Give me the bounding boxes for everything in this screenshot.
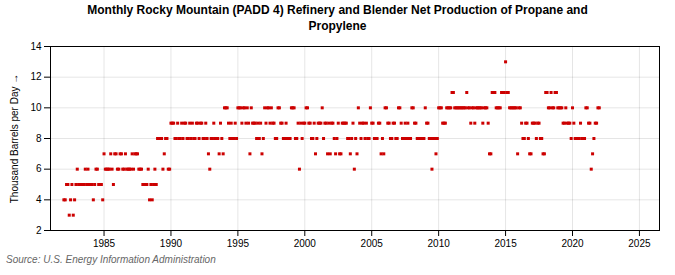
svg-text:8: 8 xyxy=(36,133,42,144)
svg-text:1985: 1985 xyxy=(93,238,116,249)
html-text:Source: U.S. Energy Informatio: Source: U.S. Energy Information Administ… xyxy=(6,254,216,266)
svg-text:2020: 2020 xyxy=(561,238,584,249)
svg-text:4: 4 xyxy=(36,194,42,205)
svg-text:2025: 2025 xyxy=(628,238,651,249)
svg-text:2000: 2000 xyxy=(294,238,317,249)
svg-text:2005: 2005 xyxy=(361,238,384,249)
svg-text:1990: 1990 xyxy=(160,238,183,249)
svg-text:2010: 2010 xyxy=(428,238,451,249)
svg-text:1995: 1995 xyxy=(227,238,250,249)
svg-text:6: 6 xyxy=(36,164,42,175)
html-text:Monthly Rocky Mountain (PADD 4: Monthly Rocky Mountain (PADD 4) Refinery… xyxy=(87,3,588,33)
svg-text:14: 14 xyxy=(30,41,42,52)
svg-text:Thousand Barrels per Day →: Thousand Barrels per Day → xyxy=(9,74,20,204)
svg-text:10: 10 xyxy=(30,102,42,113)
svg-text:12: 12 xyxy=(30,72,42,83)
svg-text:2: 2 xyxy=(36,225,42,236)
svg-text:2015: 2015 xyxy=(494,238,517,249)
